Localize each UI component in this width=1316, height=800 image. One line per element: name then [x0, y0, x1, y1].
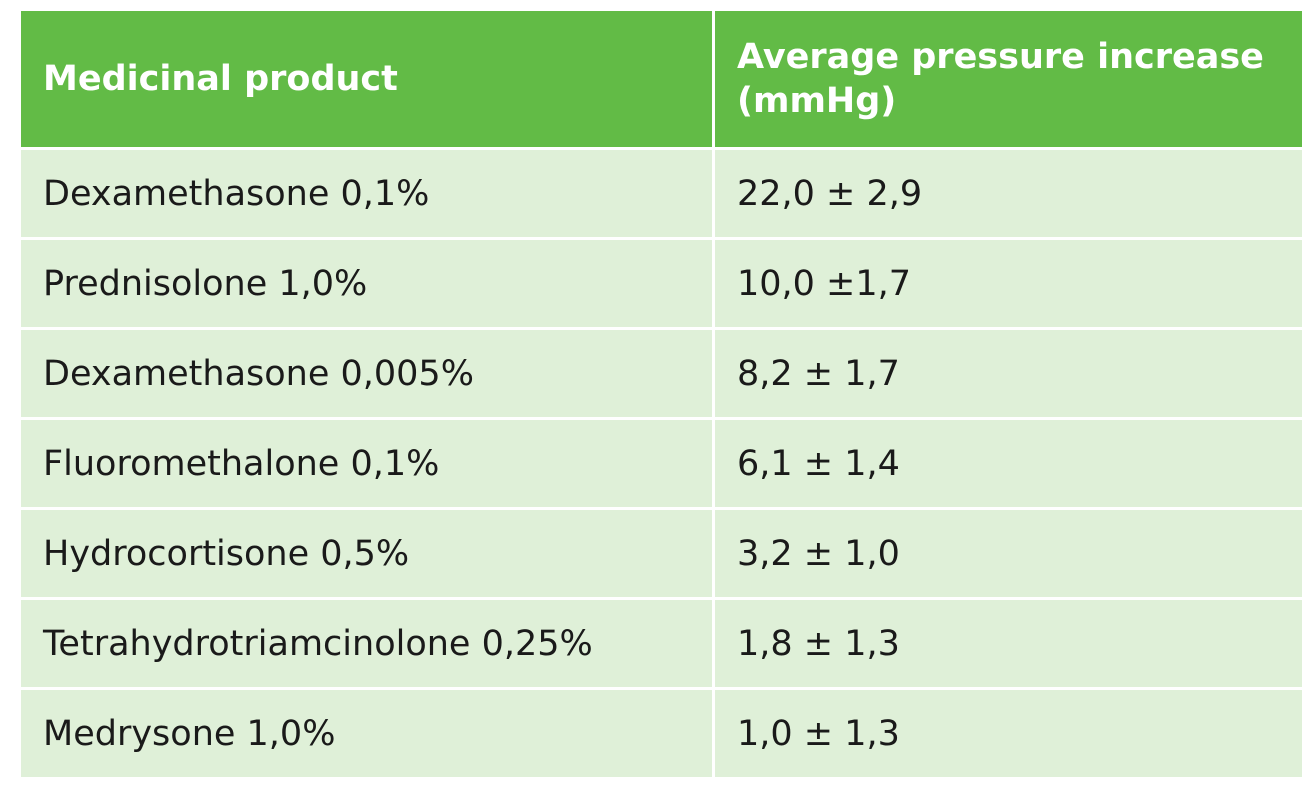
cell-product: Medrysone 1,0%: [18, 687, 715, 780]
cell-pressure: 6,1 ± 1,4: [712, 417, 1305, 510]
pressure-table: Medicinal product Average pressure incre…: [18, 8, 1305, 780]
table-row: Hydrocortisone 0,5% 3,2 ± 1,0: [18, 507, 1305, 600]
cell-product: Dexamethasone 0,1%: [18, 147, 715, 240]
table-row: Fluoromethalone 0,1% 6,1 ± 1,4: [18, 417, 1305, 510]
cell-pressure: 10,0 ±1,7: [712, 237, 1305, 330]
header-medicinal-product: Medicinal product: [18, 8, 715, 150]
header-average-pressure-increase: Average pressure increase (mmHg): [712, 8, 1305, 150]
cell-product: Prednisolone 1,0%: [18, 237, 715, 330]
cell-product: Hydrocortisone 0,5%: [18, 507, 715, 600]
header-row: Medicinal product Average pressure incre…: [18, 8, 1305, 150]
cell-product: Fluoromethalone 0,1%: [18, 417, 715, 510]
cell-product: Tetrahydrotriamcinolone 0,25%: [18, 597, 715, 690]
table-row: Dexamethasone 0,005% 8,2 ± 1,7: [18, 327, 1305, 420]
cell-product: Dexamethasone 0,005%: [18, 327, 715, 420]
cell-pressure: 22,0 ± 2,9: [712, 147, 1305, 240]
table-row: Dexamethasone 0,1% 22,0 ± 2,9: [18, 147, 1305, 240]
cell-pressure: 8,2 ± 1,7: [712, 327, 1305, 420]
table-row: Tetrahydrotriamcinolone 0,25% 1,8 ± 1,3: [18, 597, 1305, 690]
table-row: Prednisolone 1,0% 10,0 ±1,7: [18, 237, 1305, 330]
cell-pressure: 1,8 ± 1,3: [712, 597, 1305, 690]
table-row: Medrysone 1,0% 1,0 ± 1,3: [18, 687, 1305, 780]
cell-pressure: 1,0 ± 1,3: [712, 687, 1305, 780]
cell-pressure: 3,2 ± 1,0: [712, 507, 1305, 600]
